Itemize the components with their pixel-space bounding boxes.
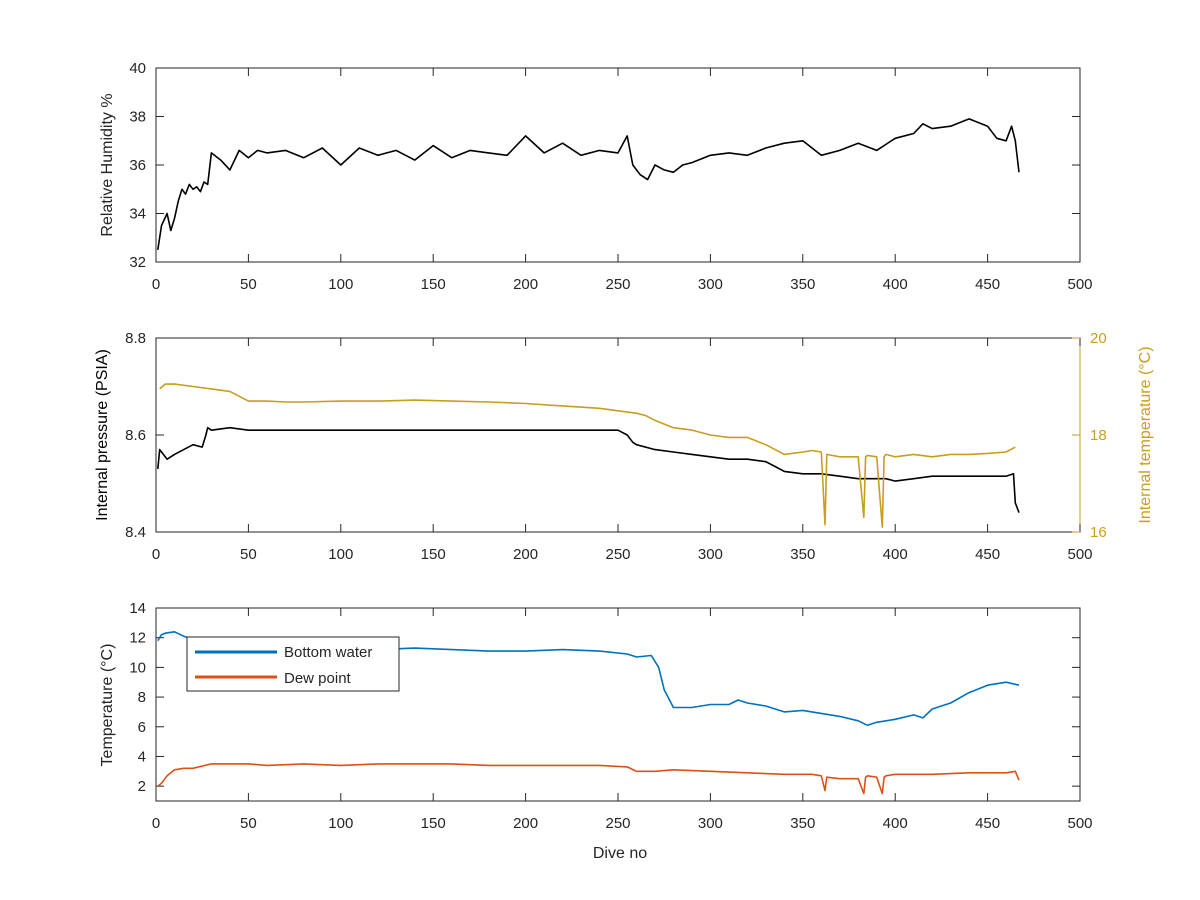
y2-tick-label: 16 (1090, 524, 1107, 541)
y-tick-label: 10 (129, 659, 146, 676)
x-tick-label: 100 (328, 815, 353, 832)
x-tick-label: 350 (790, 546, 815, 563)
dew-point-line (157, 763, 1020, 795)
x-tick-label: 150 (421, 815, 446, 832)
temperature-y-ticks: 2 4 6 8 10 12 14 (129, 600, 1080, 795)
x-tick-label: 400 (883, 815, 908, 832)
panel-humidity-frame (155, 67, 1081, 263)
y2-tick-label: 18 (1090, 427, 1107, 444)
x-tick-label: 200 (513, 546, 538, 563)
y-tick-label: 38 (129, 109, 146, 126)
series-1-line (159, 383, 1016, 528)
y2-tick-label: 20 (1090, 330, 1107, 347)
series-0-line (157, 118, 1020, 251)
x-tick-label: 300 (698, 546, 723, 563)
x-tick-label: 200 (513, 815, 538, 832)
x-tick-label: 300 (698, 815, 723, 832)
internal-temperature-y-label: Internal temperature (°C) (1137, 346, 1154, 523)
pressure-x-ticks: 0 50 100 150 200 250 300 350 400 450 500 (152, 338, 1093, 563)
x-tick-label: 50 (240, 276, 257, 293)
x-tick-label: 150 (421, 276, 446, 293)
x-tick-label: 400 (883, 276, 908, 293)
x-tick-label: 500 (1067, 546, 1092, 563)
x-tick-label: 0 (152, 546, 160, 563)
panel-temperature: 0 50 100 150 200 250 300 350 400 450 500 2 4 6 8 10 12 1… (99, 600, 1093, 862)
y-tick-label: 8.6 (125, 427, 146, 444)
y-tick-label: 8.8 (125, 330, 146, 347)
y-tick-label: 36 (129, 157, 146, 174)
legend-label-dew-point: Dew point (284, 670, 352, 687)
humidity-y-label: Relative Humidity % (99, 93, 116, 236)
legend: Bottom water Dew point (186, 636, 400, 692)
x-tick-label: 50 (240, 815, 257, 832)
x-tick-label: 250 (605, 815, 630, 832)
pressure-y-ticks: 8.4 8.6 8.8 (125, 330, 164, 541)
x-tick-label: 300 (698, 276, 723, 293)
x-tick-label: 250 (605, 546, 630, 563)
x-tick-label: 350 (790, 815, 815, 832)
y-tick-label: 14 (129, 600, 146, 617)
x-tick-label: 500 (1067, 815, 1092, 832)
y-tick-label: 32 (129, 254, 146, 271)
x-tick-label: 0 (152, 276, 160, 293)
x-axis-label: Dive no (593, 845, 647, 862)
y-tick-label: 8.4 (125, 524, 146, 541)
humidity-x-ticks: 0 50 100 150 200 250 300 350 400 450 500 (152, 68, 1093, 293)
temperature-y-label: Temperature (°C) (99, 644, 116, 767)
y-tick-label: 4 (138, 748, 146, 765)
panel-pressure: 0 50 100 150 200 250 300 350 400 450 500 8.4 8.6 8.8… (94, 330, 1154, 563)
x-tick-label: 0 (152, 815, 160, 832)
y-tick-label: 34 (129, 206, 146, 223)
temperature-x-ticks: 0 50 100 150 200 250 300 350 400 450 500 (152, 608, 1093, 832)
x-tick-label: 200 (513, 276, 538, 293)
legend-label-bottom-water: Bottom water (284, 644, 372, 661)
y-tick-label: 6 (138, 719, 146, 736)
legend-box (186, 636, 400, 692)
x-tick-label: 100 (328, 546, 353, 563)
y-tick-label: 2 (138, 778, 146, 795)
x-tick-label: 450 (975, 276, 1000, 293)
x-tick-label: 500 (1067, 276, 1092, 293)
humidity-lines (157, 118, 1020, 251)
x-tick-label: 250 (605, 276, 630, 293)
x-tick-label: 350 (790, 276, 815, 293)
pressure-y-label: Internal pressure (PSIA) (94, 349, 111, 521)
x-tick-label: 50 (240, 546, 257, 563)
temperature-right-ticks: 16 18 20 (1072, 330, 1107, 541)
y-tick-label: 40 (129, 60, 146, 77)
x-tick-label: 450 (975, 815, 1000, 832)
x-tick-label: 100 (328, 276, 353, 293)
panel-humidity: 0 50 100 150 200 250 300 350 400 450 500 32 34 36 38 4… (99, 60, 1093, 293)
series-0-line (157, 426, 1020, 513)
y-tick-label: 8 (138, 689, 146, 706)
x-tick-label: 400 (883, 546, 908, 563)
x-tick-label: 450 (975, 546, 1000, 563)
y-tick-label: 12 (129, 630, 146, 647)
x-tick-label: 150 (421, 546, 446, 563)
humidity-y-ticks: 32 34 36 38 40 (129, 60, 1080, 271)
pressure-lines (157, 383, 1020, 528)
panel-pressure-frame (155, 337, 1081, 533)
